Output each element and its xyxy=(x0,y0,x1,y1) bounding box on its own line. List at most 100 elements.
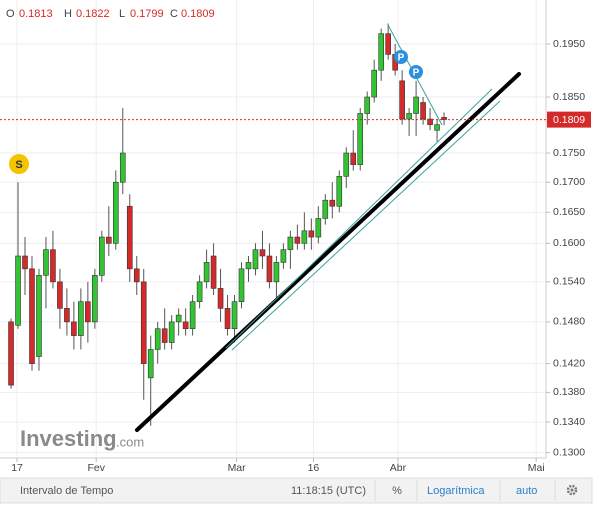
trend-line xyxy=(135,72,521,432)
candle-body xyxy=(273,262,280,283)
candle-body xyxy=(106,236,112,244)
candle-body xyxy=(29,268,35,364)
candle-body xyxy=(161,328,168,343)
last-price-box xyxy=(547,111,591,128)
candle-body xyxy=(189,301,196,330)
ohlc-label: H xyxy=(64,8,72,20)
toolbar-button[interactable]: Logarítmica xyxy=(427,485,485,497)
candle-body xyxy=(57,281,63,309)
candle-body xyxy=(224,308,231,330)
candle-body xyxy=(364,96,371,114)
candle-body xyxy=(99,236,105,276)
x-tick-label: Mai xyxy=(528,462,545,474)
marker-badge[interactable] xyxy=(409,65,423,79)
candles xyxy=(8,23,447,426)
candle-body xyxy=(308,230,315,238)
candle-body xyxy=(378,33,384,71)
candle-body xyxy=(238,268,245,302)
candle-body xyxy=(71,321,77,336)
candle-body xyxy=(36,275,42,357)
y-tick-label: 0.1380 xyxy=(553,386,585,398)
candle-body xyxy=(315,218,322,238)
candle-body xyxy=(343,152,350,177)
y-tick-label: 0.1650 xyxy=(553,206,585,218)
candle-body xyxy=(329,199,336,207)
x-tick-label: 16 xyxy=(308,462,320,474)
settings-icon[interactable] xyxy=(566,484,578,496)
candle-body xyxy=(182,321,189,330)
marker-badge[interactable] xyxy=(9,154,29,174)
candle-body xyxy=(217,288,224,309)
marker-label[interactable]: P xyxy=(413,68,420,79)
candle-body xyxy=(371,69,377,98)
candle-body xyxy=(350,152,357,165)
candle-body xyxy=(357,113,364,165)
candle-body xyxy=(175,314,182,323)
candle-body xyxy=(245,262,252,270)
y-tick-label: 0.1340 xyxy=(553,416,585,428)
candle-body xyxy=(154,328,161,350)
x-tick-label: 17 xyxy=(11,462,23,474)
candle-body xyxy=(78,301,84,336)
y-tick-label: 0.1300 xyxy=(553,446,585,458)
candle-body xyxy=(252,249,259,270)
watermark: Investing xyxy=(20,426,117,451)
toolbar-button[interactable]: auto xyxy=(516,485,537,497)
grid xyxy=(0,0,546,458)
watermark: .com xyxy=(116,434,144,449)
y-tick-label: 0.1750 xyxy=(553,147,585,159)
candle-body xyxy=(434,124,440,131)
candle-body xyxy=(280,249,287,263)
candle-body xyxy=(287,236,294,250)
y-tick-label: 0.1480 xyxy=(553,316,585,328)
ohlc-value: 0.1809 xyxy=(181,8,215,20)
candle-body xyxy=(85,301,91,323)
ohlc-value: 0.1799 xyxy=(130,8,164,20)
toolbar-button[interactable]: % xyxy=(392,485,402,497)
candle-body xyxy=(140,281,147,364)
y-tick-label: 0.1950 xyxy=(553,38,585,50)
candle-body xyxy=(406,113,412,120)
candle-body xyxy=(147,349,154,379)
candle-body xyxy=(43,249,49,276)
candle-body xyxy=(8,321,14,386)
x-tick-label: Mar xyxy=(228,462,247,474)
candle-body xyxy=(413,96,419,114)
candle-body xyxy=(427,118,433,125)
marker-label[interactable]: S xyxy=(15,159,22,171)
candle-body xyxy=(64,308,70,323)
candle-body xyxy=(210,255,217,289)
ohlc-label: O xyxy=(6,8,15,20)
candle-body xyxy=(133,268,140,283)
candle-body xyxy=(336,176,343,207)
ohlc-label: L xyxy=(119,8,125,20)
toolbar-time: 11:18:15 (UTC) xyxy=(291,485,366,497)
ohlc-label: C xyxy=(170,8,178,20)
y-tick-label: 0.1420 xyxy=(553,357,585,369)
last-price-label: 0.1809 xyxy=(553,114,585,126)
candle-body xyxy=(126,205,133,270)
candle-body xyxy=(231,301,238,330)
candle-body xyxy=(22,255,28,270)
channel-line xyxy=(231,100,501,351)
candle-body xyxy=(119,152,126,183)
y-tick-label: 0.1850 xyxy=(553,91,585,103)
candle-body xyxy=(112,181,119,244)
candle-body xyxy=(266,255,273,283)
candle-body xyxy=(196,281,203,302)
y-tick-label: 0.1700 xyxy=(553,176,585,188)
candle-body xyxy=(294,236,301,244)
candle-body xyxy=(168,321,175,343)
ohlc-value: 0.1822 xyxy=(76,8,110,20)
candle-body xyxy=(50,249,56,283)
candle-body xyxy=(399,80,405,120)
y-tick-label: 0.1600 xyxy=(553,237,585,249)
marker-badge[interactable] xyxy=(394,50,408,64)
candle-body xyxy=(420,102,426,120)
toolbar-label[interactable]: Intervalo de Tempo xyxy=(20,485,113,497)
marker-label[interactable]: P xyxy=(398,53,405,64)
candle-body xyxy=(203,262,210,283)
x-tick-label: Abr xyxy=(390,462,407,474)
x-tick-label: Fev xyxy=(87,462,105,474)
